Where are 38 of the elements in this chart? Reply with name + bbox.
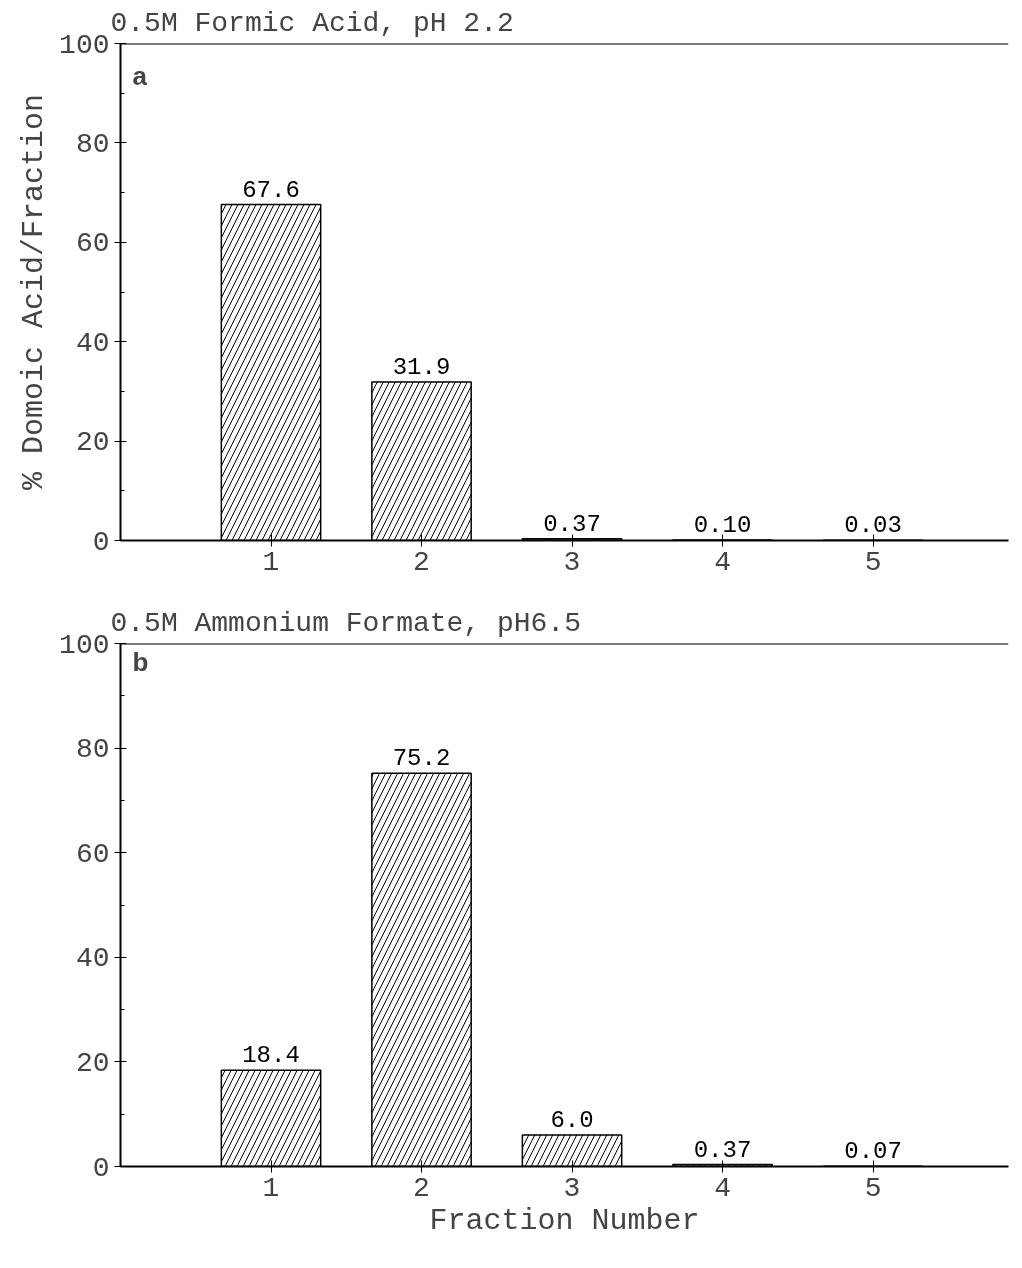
- y-tick-label: 80: [75, 128, 110, 160]
- x-tick-label: 2: [413, 1172, 430, 1204]
- y-tick-label: 60: [75, 228, 110, 260]
- x-axis-title: Fraction Number: [429, 1203, 700, 1238]
- data-label: 0.37: [543, 510, 601, 538]
- x-tick-label: 5: [864, 1172, 882, 1204]
- y-tick-label: 20: [75, 1047, 110, 1079]
- data-label: 67.6: [242, 176, 300, 204]
- data-label: 18.4: [242, 1042, 300, 1070]
- y-tick-label: 60: [75, 838, 110, 870]
- x-tick-label: 1: [262, 546, 280, 578]
- y-tick-label: 80: [75, 734, 110, 766]
- x-tick-label: 5: [864, 546, 882, 578]
- x-tick-label: 3: [563, 546, 581, 578]
- data-label: 0.37: [693, 1136, 752, 1164]
- data-label: 75.2: [392, 745, 451, 773]
- x-tick-label: 3: [563, 1172, 581, 1204]
- y-tick-label: 20: [75, 427, 110, 459]
- y-tick-label: 100: [59, 29, 110, 61]
- y-tick-label: 0: [92, 1152, 110, 1184]
- y-tick-label: 0: [92, 526, 110, 558]
- annotation: b: [132, 646, 149, 677]
- x-tick-label: 4: [714, 1172, 731, 1204]
- y-tick-label: 100: [59, 629, 110, 661]
- x-tick-label: 1: [262, 1172, 280, 1204]
- chart-title: 0.5M Formic Acid, pH 2.2: [110, 7, 514, 39]
- data-label: 0.07: [844, 1138, 902, 1166]
- data-label: 31.9: [392, 353, 451, 381]
- chart-title: 0.5M Ammonium Formate, pH6.5: [110, 607, 581, 639]
- annotation: a: [132, 60, 148, 91]
- y-tick-label: 40: [75, 943, 110, 975]
- x-tick-label: 4: [714, 546, 731, 578]
- data-label: 6.0: [550, 1107, 594, 1135]
- data-label: 0.03: [844, 512, 902, 540]
- y-axis-title: % Domoic Acid/Fraction: [17, 93, 52, 491]
- data-label: 0.10: [693, 512, 752, 539]
- x-tick-label: 2: [413, 546, 430, 578]
- y-tick-label: 40: [75, 327, 110, 359]
